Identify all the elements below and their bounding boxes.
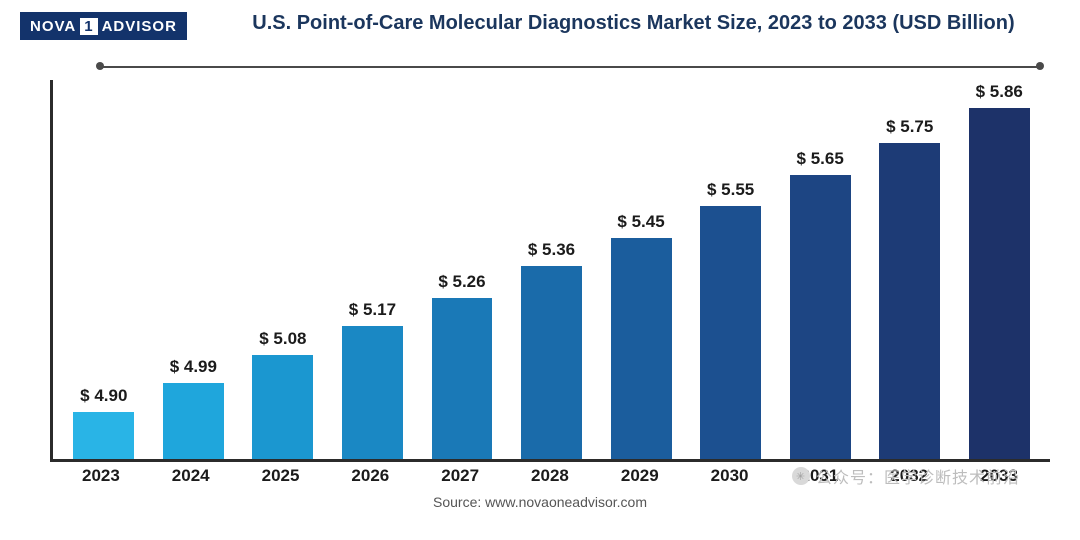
bar-value-label: $ 5.55 [707,180,754,200]
bar-value-label: $ 5.65 [797,149,844,169]
bar-slot: $ 4.90 [59,80,149,459]
logo-text-mid: 1 [80,18,97,35]
bar [790,175,851,459]
source-text: Source: www.novaoneadvisor.com [20,494,1060,510]
chart-title: U.S. Point-of-Care Molecular Diagnostics… [207,12,1060,35]
logo-text-right: ADVISOR [102,18,177,35]
bar [521,266,582,459]
x-tick: 2024 [146,466,236,492]
chart-area: $ 4.90 $ 4.99 $ 5.08 $ 5.17 $ 5.26 $ 5.36 $ 5.… [20,80,1060,510]
x-tick: 2031 [775,466,865,492]
bar-slot: $ 5.45 [596,80,686,459]
x-tick: 2028 [505,466,595,492]
x-tick: 2030 [685,466,775,492]
bar-value-label: $ 5.45 [617,212,664,232]
bar-slot: $ 5.55 [686,80,776,459]
bar-slot: $ 5.36 [507,80,597,459]
bar [163,383,224,459]
x-tick: 2026 [325,466,415,492]
bar-value-label: $ 5.86 [976,82,1023,102]
bar [879,143,940,459]
bars-container: $ 4.90 $ 4.99 $ 5.08 $ 5.17 $ 5.26 $ 5.36 $ 5.… [53,80,1050,459]
bar-slot: $ 5.75 [865,80,955,459]
bar-slot: $ 5.17 [328,80,418,459]
x-tick: 2033 [954,466,1044,492]
bar-value-label: $ 5.17 [349,300,396,320]
bar [73,412,134,459]
bar [611,238,672,459]
bar-value-label: $ 5.08 [259,329,306,349]
header: NOVA 1 ADVISOR U.S. Point-of-Care Molecu… [20,12,1060,58]
bar-slot: $ 5.65 [775,80,865,459]
decorative-rule [20,60,1060,74]
x-tick: 2029 [595,466,685,492]
chart-page: { "logo": { "left": "NOVA", "mid": "1", … [0,0,1080,540]
bar-slot: $ 4.99 [149,80,239,459]
bar-slot: $ 5.08 [238,80,328,459]
logo-text-left: NOVA [30,18,76,35]
brand-logo: NOVA 1 ADVISOR [20,12,187,40]
x-tick: 2025 [236,466,326,492]
x-axis: 2023202420252026202720282029203020312032… [50,466,1050,492]
bar-value-label: $ 5.36 [528,240,575,260]
bar-value-label: $ 4.99 [170,357,217,377]
bar [432,298,493,459]
x-tick: 2023 [56,466,146,492]
rule-dot-right [1036,62,1044,70]
bar-value-label: $ 4.90 [80,386,127,406]
bar [342,326,403,459]
plot-area: $ 4.90 $ 4.99 $ 5.08 $ 5.17 $ 5.26 $ 5.36 $ 5.… [50,80,1050,462]
bar-value-label: $ 5.75 [886,117,933,137]
x-tick: 2027 [415,466,505,492]
bar-slot: $ 5.86 [954,80,1044,459]
rule-line [100,66,1040,68]
bar [700,206,761,459]
bar-slot: $ 5.26 [417,80,507,459]
bar [252,355,313,459]
x-tick: 2032 [864,466,954,492]
bar [969,108,1030,459]
bar-value-label: $ 5.26 [438,272,485,292]
